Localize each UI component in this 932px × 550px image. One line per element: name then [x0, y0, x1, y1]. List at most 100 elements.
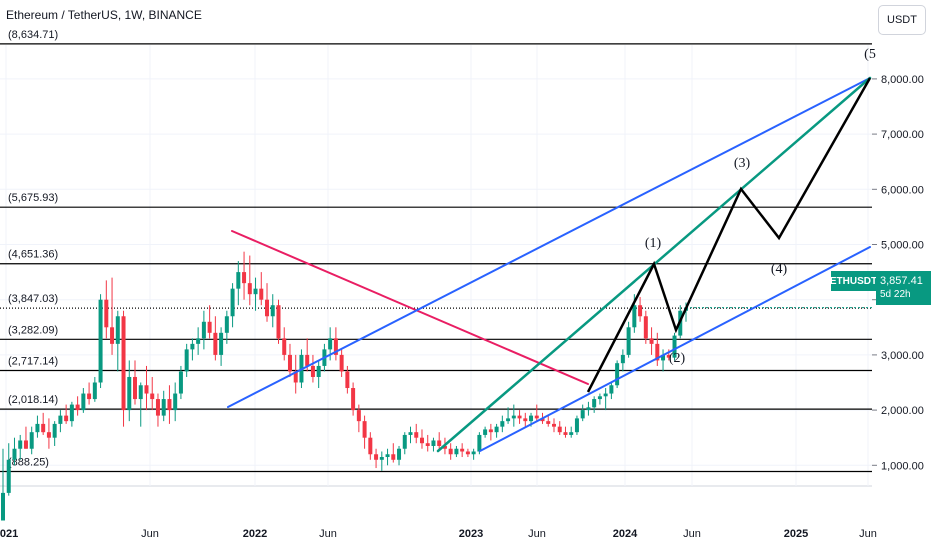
time-tick-label: 2024	[613, 528, 638, 540]
candle-body	[196, 338, 201, 344]
candle-body	[69, 404, 74, 422]
candle-body	[442, 445, 447, 449]
horizontal-level-label: (888.25)	[8, 456, 49, 468]
time-tick-label: 2021	[0, 528, 18, 540]
candle-body	[592, 399, 597, 408]
candle-body	[23, 440, 28, 449]
candle-body	[391, 454, 396, 460]
candle-body	[626, 327, 631, 355]
candle-body	[488, 429, 493, 433]
candle-body	[115, 316, 120, 344]
time-tick-label: Jun	[528, 528, 546, 540]
candle-body	[46, 432, 51, 438]
candle-body	[351, 388, 356, 411]
horizontal-level-label: (2,717.14)	[8, 356, 58, 368]
candle-body	[173, 393, 178, 411]
candle-body	[247, 283, 252, 295]
candle-body	[98, 299, 103, 383]
elliott-wave-label: (4)	[771, 262, 788, 277]
price-tick-label: 5,000.00	[881, 240, 924, 252]
price-tag-value: 3,857.41 5d 22h	[876, 271, 931, 305]
candle-body	[506, 418, 511, 422]
candle-body	[477, 434, 482, 452]
elliott-wave-label: (2)	[669, 351, 686, 366]
candle-body	[305, 354, 310, 366]
candle-body	[287, 354, 292, 372]
candle-body	[603, 393, 608, 397]
candle-body	[523, 418, 528, 422]
currency-button[interactable]: USDT	[878, 5, 926, 35]
candle-body	[328, 338, 333, 350]
time-tick-label: Jun	[859, 528, 877, 540]
horizontal-level-label: (3,282.09)	[8, 324, 58, 336]
time-tick-label: Jun	[683, 528, 701, 540]
candle-body	[127, 376, 132, 411]
candle-body	[184, 349, 189, 372]
candle-body	[265, 299, 270, 317]
price-tick-label: 8,000.00	[881, 74, 924, 86]
candle-body	[494, 426, 499, 433]
candle-body	[207, 321, 212, 333]
candle-body	[219, 332, 224, 355]
candle-body	[75, 404, 80, 411]
candle-body	[540, 418, 545, 422]
channel-lower-line	[479, 246, 871, 452]
candle-body	[643, 316, 648, 339]
candle-body	[167, 399, 172, 411]
candle-body	[425, 443, 430, 446]
candle-body	[437, 440, 442, 446]
candle-body	[460, 448, 465, 452]
horizontal-level-label: (3,847.03)	[8, 293, 58, 305]
price-tag-countdown: 5d 22h	[880, 289, 911, 300]
candle-body	[546, 421, 551, 424]
candle-body	[270, 305, 275, 317]
candle-body	[402, 434, 407, 449]
candle-body	[6, 459, 11, 493]
candle-body	[155, 399, 160, 416]
candle-body	[454, 448, 459, 455]
price-tick-label: 2,000.00	[881, 405, 924, 417]
candle-body	[661, 354, 666, 361]
candle-body	[574, 418, 579, 433]
horizontal-level-label: (5,675.93)	[8, 192, 58, 204]
candle-body	[138, 385, 143, 400]
candle-body	[29, 432, 34, 449]
candle-body	[483, 429, 488, 435]
elliott-wave-label: (5	[864, 47, 876, 62]
candle-body	[638, 305, 643, 317]
last-price-tag: ETHUSDT 3,857.41 5d 22h	[830, 271, 931, 305]
candle-body	[414, 432, 419, 438]
elliott-wave-labels: (1) (2) (3) (4) (5	[645, 47, 876, 366]
candle-body	[586, 407, 591, 411]
candle-body	[133, 376, 138, 400]
candle-body	[92, 382, 97, 400]
candle-body	[12, 448, 17, 460]
candle-body	[282, 338, 287, 355]
candle-body	[18, 440, 23, 449]
candle-body	[35, 423, 40, 433]
candle-body	[1, 492, 5, 521]
time-axis: 2021 Jun 2022 Jun 2023 Jun 2024 Jun 2025 Jun	[0, 528, 877, 540]
candle-body	[551, 423, 556, 427]
candle-body	[276, 305, 281, 339]
candle-body	[259, 288, 264, 300]
candle-body	[649, 338, 654, 344]
price-tag-symbol: ETHUSDT	[830, 271, 877, 291]
candle-body	[529, 415, 534, 422]
candle-body	[201, 321, 206, 339]
candle-body	[500, 421, 505, 427]
candle-body	[333, 338, 338, 355]
candle-body	[580, 410, 585, 419]
horizontal-level-label: (8,634.71)	[8, 29, 58, 41]
candle-body	[161, 399, 166, 416]
candle-body	[419, 437, 424, 444]
candle-body	[310, 365, 315, 377]
price-tick-label: 7,000.00	[881, 129, 924, 141]
candle-body	[368, 437, 373, 455]
price-tick-label: 1,000.00	[881, 460, 924, 472]
candle-body	[672, 335, 677, 358]
candle-body	[121, 316, 126, 411]
candle-body	[397, 448, 402, 460]
price-tick-label: 6,000.00	[881, 184, 924, 196]
